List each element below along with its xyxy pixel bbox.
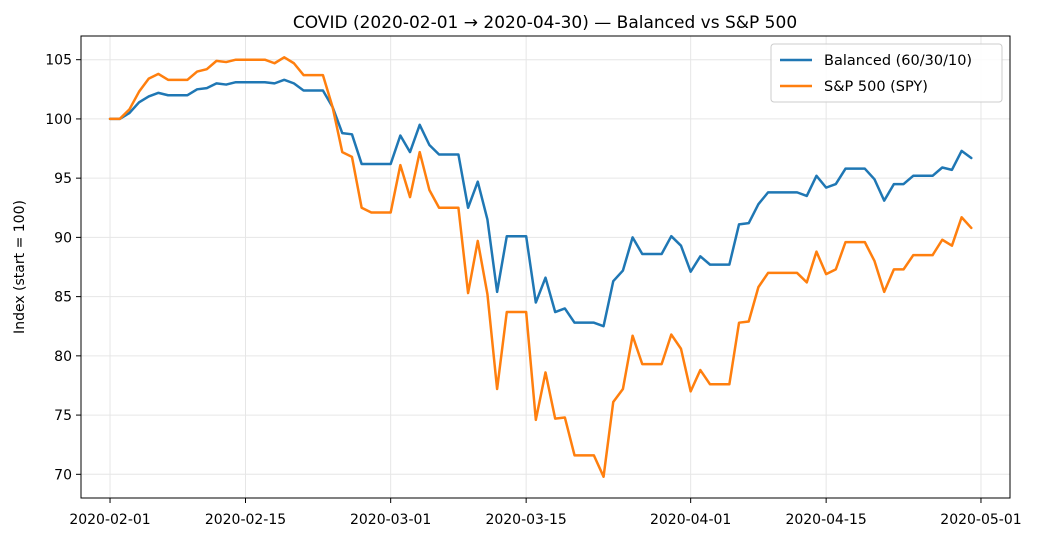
grid bbox=[81, 36, 1010, 498]
y-axis-title: Index (start = 100) bbox=[12, 200, 28, 334]
x-axis: 2020-02-01 2020-02-15 2020-03-01 2020-03-15… bbox=[69, 498, 1022, 528]
series-line-spy bbox=[108, 56, 973, 478]
legend-label-spy: S&P 500 (SPY) bbox=[824, 79, 928, 95]
y-tick-label: 90 bbox=[54, 230, 72, 246]
legend: Balanced (60/30/10) S&P 500 (SPY) bbox=[770, 43, 1003, 103]
x-tick-label: 2020-03-01 bbox=[350, 512, 431, 528]
y-tick-label: 85 bbox=[54, 290, 72, 306]
series-lines bbox=[108, 56, 973, 478]
y-tick-label: 105 bbox=[45, 53, 72, 69]
x-tick-label: 2020-02-15 bbox=[205, 512, 286, 528]
y-tick-label: 80 bbox=[54, 349, 72, 365]
y-tick-label: 100 bbox=[45, 112, 72, 128]
x-tick-label: 2020-05-01 bbox=[940, 512, 1021, 528]
legend-box bbox=[770, 43, 1003, 103]
series-line-balanced bbox=[108, 78, 973, 328]
x-tick-label: 2020-02-01 bbox=[69, 512, 150, 528]
y-tick-label: 75 bbox=[54, 408, 72, 424]
plot-area-frame bbox=[80, 35, 1011, 499]
x-tick-label: 2020-03-15 bbox=[485, 512, 566, 528]
y-tick-label: 95 bbox=[54, 171, 72, 187]
x-tick-label: 2020-04-01 bbox=[650, 512, 731, 528]
y-tick-label: 70 bbox=[54, 467, 72, 483]
chart-title: COVID (2020-02-01 → 2020-04-30) — Balanc… bbox=[293, 13, 797, 33]
legend-label-balanced: Balanced (60/30/10) bbox=[824, 53, 972, 69]
y-axis: 70 75 80 85 90 95 100 105 bbox=[45, 53, 81, 483]
x-tick-label: 2020-04-15 bbox=[785, 512, 866, 528]
